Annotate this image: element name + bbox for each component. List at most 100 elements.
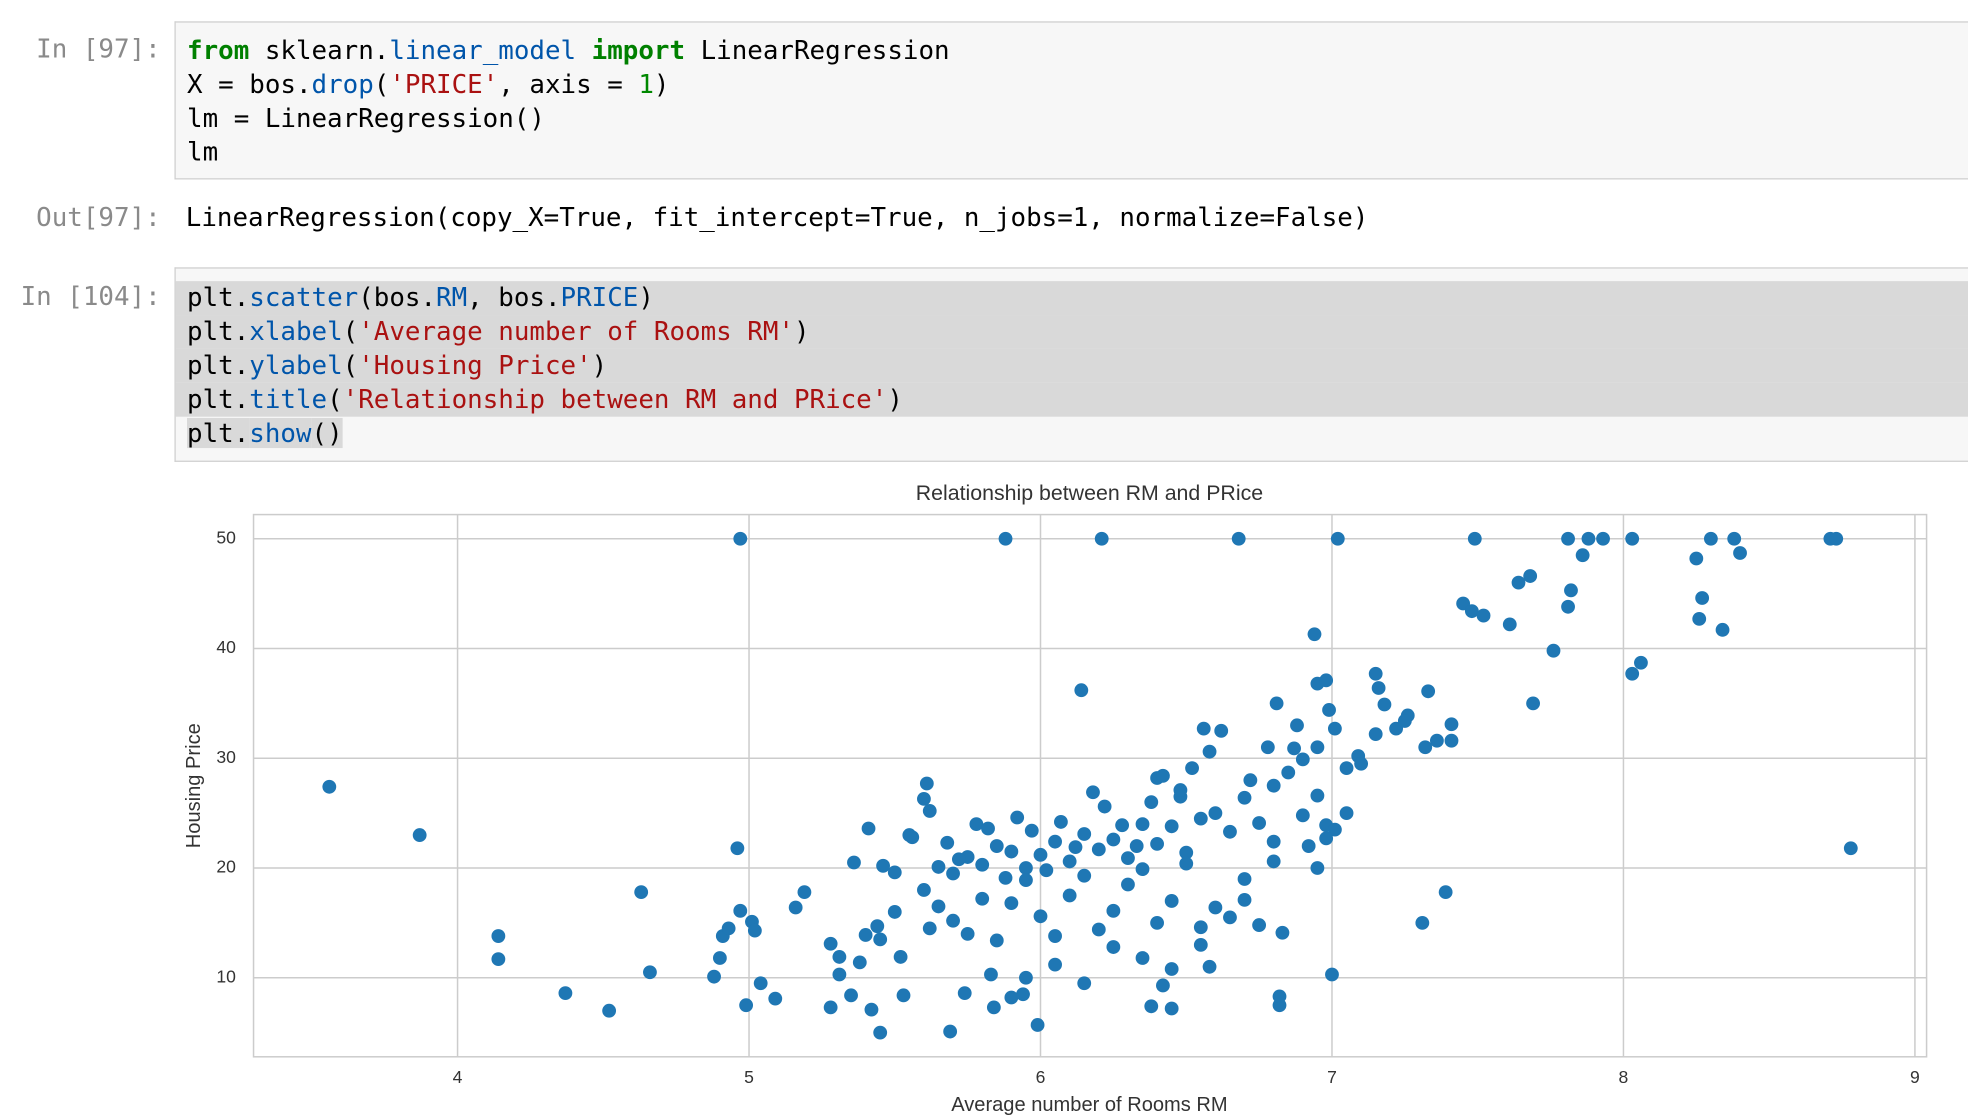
x-tick-label: 5 — [744, 1067, 754, 1087]
code-token: 'PRICE' — [389, 69, 499, 100]
point — [870, 919, 885, 934]
point — [1196, 721, 1211, 736]
point — [739, 998, 754, 1013]
code-token: LinearRegression — [685, 35, 950, 66]
plot-frame — [252, 513, 1928, 1058]
point — [643, 965, 657, 980]
point — [1695, 591, 1710, 605]
point — [1091, 842, 1106, 857]
point — [922, 804, 937, 818]
chart-title: Relationship between RM and PRice — [916, 481, 1263, 505]
point — [707, 969, 721, 984]
point — [747, 923, 762, 938]
point — [943, 1024, 958, 1039]
point — [957, 986, 972, 1001]
point — [1287, 741, 1301, 756]
point — [1164, 819, 1179, 834]
point — [1319, 831, 1334, 846]
code-token: PRICE — [560, 282, 639, 313]
point — [1214, 723, 1229, 738]
point — [1173, 783, 1188, 797]
point — [986, 1000, 1001, 1015]
point — [1019, 873, 1033, 887]
point — [1526, 696, 1540, 711]
code-token: 1 — [638, 69, 654, 100]
x-tick-label: 9 — [1910, 1067, 1920, 1087]
point — [1733, 546, 1747, 560]
code-line: from sklearn.linear_model import LinearR… — [176, 34, 1968, 68]
point — [1502, 617, 1517, 632]
point — [844, 988, 858, 1003]
point — [1237, 790, 1252, 805]
point — [1354, 756, 1369, 771]
point — [1062, 854, 1077, 869]
x-tick-label: 7 — [1327, 1067, 1337, 1087]
point — [1243, 773, 1258, 788]
point — [1703, 531, 1718, 546]
code-cell[interactable]: from sklearn.linear_model import LinearR… — [174, 21, 1968, 180]
point — [1135, 817, 1150, 832]
point — [873, 1025, 888, 1040]
point — [823, 936, 838, 951]
point — [1106, 903, 1121, 918]
point — [1266, 778, 1281, 793]
point — [730, 841, 745, 856]
point — [893, 950, 908, 964]
point — [1016, 987, 1030, 1002]
point — [998, 870, 1013, 885]
point — [558, 986, 573, 1001]
cell-prompt: In [97]: — [36, 33, 161, 65]
point — [981, 821, 995, 836]
point — [960, 926, 975, 941]
code-token: ( — [327, 384, 343, 415]
point — [1062, 888, 1077, 903]
point — [1330, 531, 1345, 546]
point — [1476, 608, 1491, 623]
point — [1310, 788, 1325, 803]
point — [1415, 915, 1430, 930]
point — [1634, 655, 1648, 670]
point — [1564, 583, 1578, 598]
code-token: plt. — [187, 384, 250, 415]
y-tick-label: 40 — [216, 637, 236, 657]
point — [1252, 918, 1267, 932]
point — [1223, 824, 1237, 839]
point — [1843, 841, 1858, 856]
point — [1077, 976, 1092, 991]
point — [1091, 922, 1106, 937]
point — [1144, 795, 1159, 810]
point — [887, 865, 902, 880]
point — [1097, 799, 1112, 814]
y-tick-label: 20 — [216, 857, 236, 877]
point — [733, 903, 748, 918]
point — [1727, 531, 1742, 546]
point — [1077, 868, 1092, 883]
point — [1237, 892, 1252, 907]
y-tick-label: 30 — [216, 747, 236, 767]
point — [1625, 531, 1640, 546]
point — [1295, 808, 1310, 823]
code-token: plt. — [187, 316, 250, 347]
code-token: , bos. — [467, 282, 561, 313]
point — [1030, 1018, 1045, 1032]
point — [919, 776, 934, 791]
point — [1523, 569, 1538, 583]
point — [733, 531, 748, 546]
point — [864, 1002, 879, 1017]
code-token: import — [591, 35, 686, 66]
point — [847, 855, 861, 870]
point — [1319, 673, 1334, 688]
point — [989, 839, 1004, 853]
point — [1106, 940, 1121, 954]
point — [1048, 929, 1062, 943]
code-token: sklearn. — [249, 35, 390, 66]
point — [1310, 861, 1325, 875]
code-token: ( — [342, 316, 359, 347]
code-token: show — [249, 417, 312, 449]
output-prompt: Out[97]: — [36, 202, 161, 233]
point — [1327, 721, 1342, 736]
code-line: lm = LinearRegression() — [176, 102, 1968, 136]
code-cell[interactable]: plt.scatter(bos.RM, bos.PRICE) plt.xlabel… — [174, 267, 1968, 462]
x-axis-label: Average number of Rooms RM — [951, 1094, 1227, 1116]
